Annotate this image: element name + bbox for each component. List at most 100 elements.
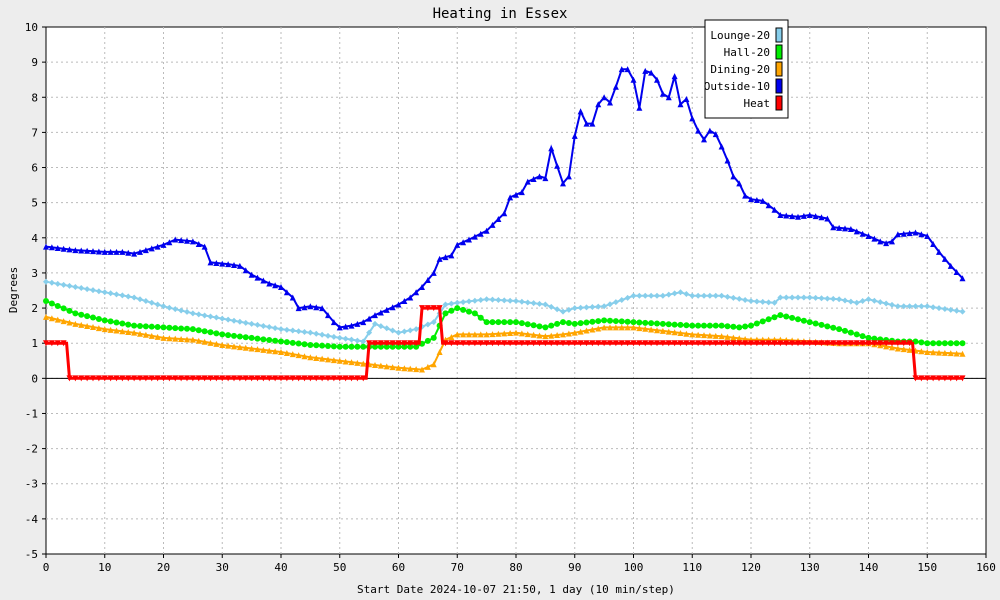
data-point [941,340,948,347]
data-point [695,322,702,329]
data-point [278,283,284,290]
data-point [524,340,531,347]
data-point [407,340,414,347]
data-point [683,96,690,103]
data-point [789,340,796,347]
data-point [524,321,531,328]
data-point [113,375,120,382]
data-point [289,294,296,301]
data-point [877,238,884,245]
data-point [883,340,890,347]
data-point [72,283,79,290]
data-point [530,340,537,347]
x-tick-label: 30 [216,561,229,574]
data-point [142,247,149,254]
data-point [765,316,772,323]
data-point [325,312,331,319]
data-point [830,295,837,302]
data-point [348,375,355,382]
data-point [342,343,349,350]
data-point [424,276,431,283]
data-point [836,340,843,347]
data-point [495,296,502,303]
data-point [930,375,937,382]
data-point [401,328,408,335]
data-point [336,343,343,350]
data-point [718,143,725,150]
data-point [272,375,279,382]
data-point [624,66,631,73]
data-point [671,321,678,328]
data-point [295,340,302,347]
data-point [84,322,91,329]
data-point [806,211,813,218]
data-point [654,292,660,299]
y-tick-label: 8 [31,91,38,104]
data-point [301,353,308,360]
y-tick-label: 9 [31,56,38,69]
data-point [60,245,67,252]
data-point [730,340,737,347]
x-tick-label: 100 [624,561,644,574]
data-point [930,340,937,347]
data-point [783,313,790,320]
data-point [513,319,519,326]
data-point [818,340,825,347]
data-point [730,334,737,341]
data-point [413,366,420,373]
data-point [401,298,408,305]
data-point [665,321,672,328]
data-point [113,248,120,255]
data-point [248,271,255,278]
data-point [460,306,467,313]
x-tick-label: 10 [98,561,111,574]
data-point [595,303,602,310]
data-point [724,323,731,330]
data-point [101,248,108,255]
data-point [671,73,678,80]
data-point [571,340,578,347]
data-point [442,254,449,261]
data-point [254,375,261,382]
data-point [612,299,619,306]
data-point [865,340,872,347]
data-point [853,299,860,306]
x-tick-label: 70 [451,561,464,574]
data-point [454,331,461,338]
series-heat [43,305,966,382]
data-point [701,322,707,329]
data-point [295,375,302,382]
legend-label: Outside-10 [704,80,770,93]
data-point [184,325,190,332]
data-point [924,233,931,240]
data-point [941,375,948,382]
data-point [818,295,825,302]
data-point [66,307,73,314]
data-point [172,325,179,332]
data-point [565,330,572,337]
data-point [589,120,596,127]
data-point [706,340,713,347]
data-point [377,340,384,347]
data-point [160,241,167,248]
data-point [172,236,179,243]
data-point [530,322,537,329]
data-point [583,304,590,311]
data-point [654,320,660,327]
data-point [242,334,249,341]
data-point [413,326,420,333]
data-point [207,259,214,266]
data-point [289,375,296,382]
data-point [571,320,578,327]
data-point [542,340,549,347]
data-point [466,340,472,347]
data-point [712,131,719,138]
data-point [765,340,772,347]
data-point [201,338,208,345]
data-point [383,363,390,370]
data-point [101,326,108,333]
data-point [912,303,919,310]
data-point [507,330,514,337]
data-point [818,214,825,221]
y-tick-label: -3 [25,478,38,491]
